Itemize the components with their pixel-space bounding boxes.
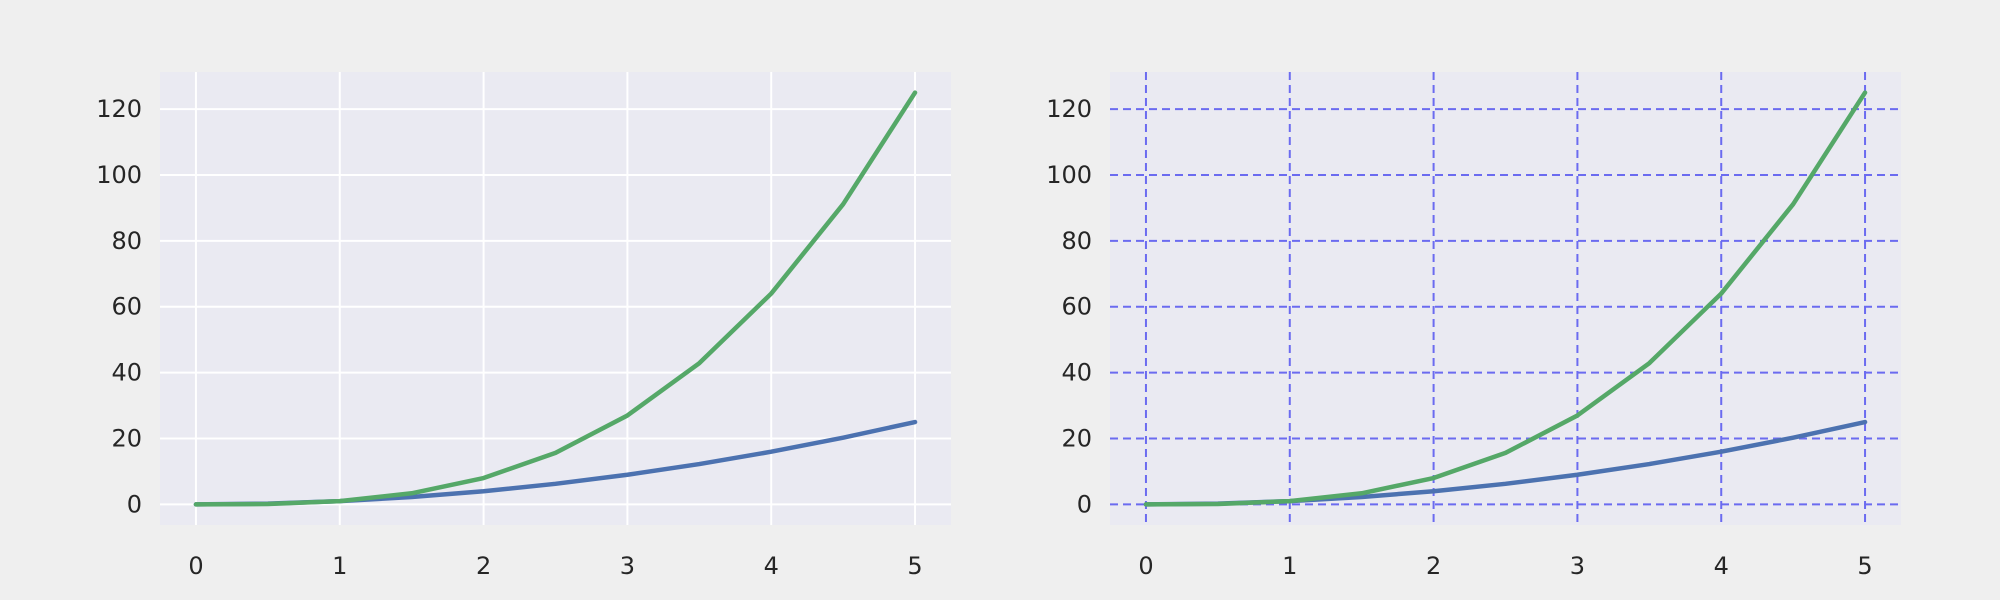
y-tick-label: 40 — [111, 359, 142, 387]
chart-left: 0 1 2 3 4 5 0 20 40 60 80 100 120 — [96, 72, 951, 580]
y-tick-label: 40 — [1061, 359, 1092, 387]
plot-area — [1110, 72, 1901, 525]
series-line-1 — [193, 90, 918, 507]
y-tick-label: 20 — [111, 425, 142, 453]
x-tick-label: 1 — [332, 552, 347, 580]
plot-area — [160, 72, 951, 525]
y-tick-label: 0 — [1077, 490, 1092, 518]
y-tick-label: 100 — [96, 161, 142, 189]
x-tick-label: 4 — [1714, 552, 1729, 580]
x-tick-label: 0 — [188, 552, 203, 580]
x-tick-label: 3 — [1570, 552, 1585, 580]
chart-right: 0 1 2 3 4 5 0 20 40 60 80 100 120 — [1046, 72, 1901, 580]
y-tick-label: 60 — [1061, 293, 1092, 321]
y-tick-label: 20 — [1061, 425, 1092, 453]
y-tick-label: 120 — [1046, 95, 1092, 123]
x-tick-label: 3 — [620, 552, 635, 580]
x-tick-label: 4 — [764, 552, 779, 580]
x-tick-label: 2 — [476, 552, 491, 580]
series-line-1 — [1143, 90, 1868, 507]
y-tick-label: 80 — [111, 227, 142, 255]
x-tick-label: 1 — [1282, 552, 1297, 580]
y-tick-label: 60 — [111, 293, 142, 321]
x-tick-label: 5 — [907, 552, 922, 580]
x-tick-label: 0 — [1138, 552, 1153, 580]
y-tick-label: 100 — [1046, 161, 1092, 189]
y-tick-label: 0 — [127, 490, 142, 518]
x-tick-label: 2 — [1426, 552, 1441, 580]
y-tick-label: 80 — [1061, 227, 1092, 255]
y-tick-label: 120 — [96, 95, 142, 123]
x-tick-label: 5 — [1857, 552, 1872, 580]
